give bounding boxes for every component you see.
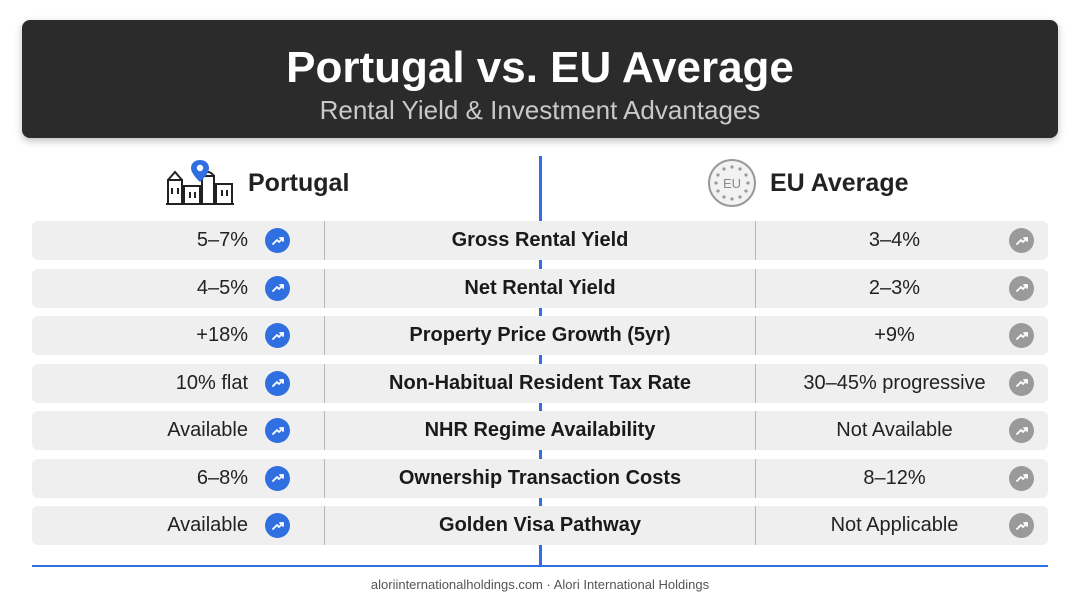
portugal-column-label: Portugal — [248, 168, 350, 197]
table-row: +18% Property Price Growth (5yr) +9% — [32, 316, 1048, 355]
eu-column-label: EU Average — [770, 168, 909, 197]
table-row: Available NHR Regime Availability Not Avai… — [32, 411, 1048, 450]
trend-up-icon — [1009, 228, 1034, 253]
table-row: 5–7% Gross Rental Yield 3–4% — [32, 221, 1048, 260]
row-separator — [755, 268, 756, 308]
metric-label: Ownership Transaction Costs — [398, 466, 682, 489]
trend-up-icon — [1009, 275, 1034, 301]
bottom-divider — [32, 565, 1048, 567]
portugal-value: Available — [167, 419, 248, 441]
metric-label: Net Rental Yield — [464, 276, 616, 299]
portugal-column-header: Portugal — [164, 158, 349, 208]
trend-up-icon — [1009, 418, 1034, 443]
table-row: Available Golden Visa Pathway Not Applicab… — [32, 506, 1048, 545]
eu-value: 8–12% — [863, 466, 926, 489]
row-separator — [324, 268, 325, 308]
portugal-value: Available — [167, 514, 248, 536]
trend-up-icon — [265, 418, 290, 443]
row-separator — [324, 316, 325, 355]
portugal-value: 4–5% — [196, 276, 248, 299]
row-separator — [324, 506, 325, 545]
trend-up-icon — [265, 275, 290, 301]
table-row: 4–5% Net Rental Yield 2–3% — [32, 268, 1048, 308]
table-row: 6–8% Ownership Transaction Costs 8–12% — [32, 458, 1048, 498]
city-location-pin-icon — [166, 160, 234, 205]
portugal-value: +18% — [196, 324, 248, 346]
eu-value: Not Applicable — [830, 514, 959, 536]
trend-up-icon — [1009, 323, 1034, 348]
page-subtitle: Rental Yield & Investment Advantages — [319, 95, 761, 125]
trend-up-icon — [1009, 370, 1034, 396]
footer-text: aloriinternationalholdings.com · Alori I… — [370, 577, 710, 592]
eu-value: +9% — [874, 324, 915, 346]
row-separator — [755, 221, 756, 260]
metric-label: Golden Visa Pathway — [439, 514, 641, 536]
portugal-value: 6–8% — [196, 466, 248, 489]
table-row: 10% flat Non-Habitual Resident Tax Rate 30… — [32, 363, 1048, 403]
metric-label: Property Price Growth (5yr) — [409, 324, 671, 346]
row-separator — [324, 221, 325, 260]
row-separator — [755, 363, 756, 403]
trend-up-icon — [1009, 513, 1034, 538]
title-banner: Portugal vs. EU Average Rental Yield & I… — [22, 20, 1058, 138]
eu-stars-icon: EU — [708, 159, 756, 207]
trend-up-icon — [265, 513, 290, 538]
portugal-value: 10% flat — [175, 371, 248, 394]
page-title: Portugal vs. EU Average — [286, 43, 794, 92]
portugal-value: 5–7% — [196, 229, 248, 251]
center-divider — [539, 156, 542, 566]
eu-badge-text: EU — [723, 176, 741, 191]
comparison-table: 5–7% Gross Rental Yield 3–4% 4–5% Net Rental… — [32, 221, 1048, 554]
trend-up-icon — [265, 465, 290, 491]
trend-up-icon — [265, 370, 290, 396]
trend-up-icon — [265, 323, 290, 348]
row-separator — [755, 316, 756, 355]
row-separator — [755, 506, 756, 545]
row-separator — [755, 411, 756, 450]
metric-label: Gross Rental Yield — [451, 229, 629, 251]
metric-label: NHR Regime Availability — [424, 419, 656, 441]
eu-value: Not Available — [836, 419, 953, 441]
trend-up-icon — [265, 228, 290, 253]
row-separator — [324, 411, 325, 450]
eu-value: 3–4% — [868, 229, 921, 251]
eu-column-header: EU EU Average — [706, 158, 909, 208]
eu-value: 2–3% — [868, 276, 921, 299]
eu-value: 30–45% progressive — [803, 371, 986, 394]
row-separator — [324, 363, 325, 403]
row-separator — [755, 458, 756, 498]
metric-label: Non-Habitual Resident Tax Rate — [389, 371, 691, 394]
trend-up-icon — [1009, 465, 1034, 491]
row-separator — [324, 458, 325, 498]
